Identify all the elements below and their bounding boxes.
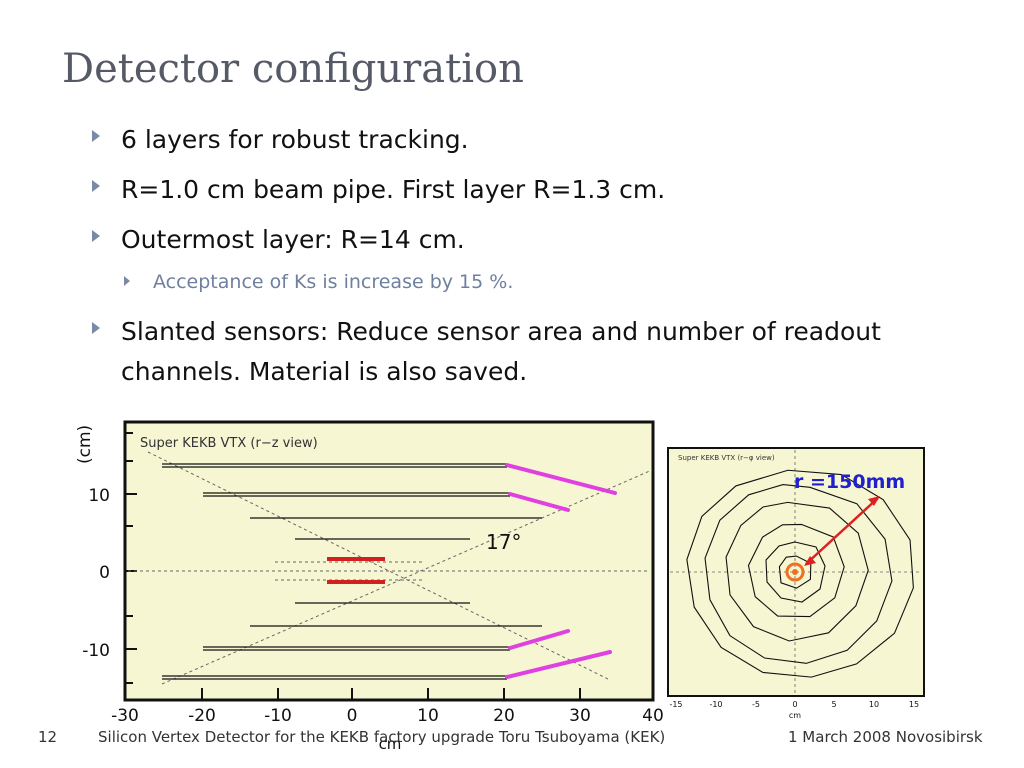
sub-bullet-text: Acceptance of Ks is increase by 15 %. (153, 271, 514, 293)
triangle-bullet-icon (92, 322, 100, 334)
x-tick-label: 0 (347, 706, 358, 726)
x-tick-label: -30 (111, 706, 139, 726)
beam-pipe-circle (785, 562, 805, 582)
rphi-panel-title: Super KEKB VTX (r−φ view) (678, 454, 775, 462)
triangle-bullet-icon (92, 180, 100, 192)
bullet-text: Outermost layer: R=14 cm. (121, 225, 465, 254)
rz-panel-title: Super KEKB VTX (r−z view) (140, 436, 318, 451)
x-tick-label: 0 (792, 700, 797, 709)
beam-pipe-center (792, 569, 798, 575)
x-tick-label: 10 (869, 700, 879, 709)
beam-pipe (327, 557, 385, 584)
x-tick-label: -15 (669, 700, 682, 709)
rphi-view-figure: Super KEKB VTX (r−φ view) r =150mm -15 -… (667, 447, 925, 720)
slide-title: Detector configuration (62, 46, 524, 92)
footer-center-text: Silicon Vertex Detector for the KEKB fac… (98, 728, 666, 746)
x-tick-label: 40 (642, 706, 664, 726)
x-axis-label: cm (789, 711, 801, 720)
rz-view-figure: Super KEKB VTX (r−z view) (75, 420, 664, 753)
rz-plot-frame (123, 420, 655, 702)
radius-arrow (805, 497, 879, 565)
y-tick-label: 10 (88, 486, 110, 506)
x-tick-label: 10 (417, 706, 439, 726)
triangle-bullet-icon (124, 276, 130, 286)
page-number: 12 (38, 728, 58, 746)
x-tick-label: -10 (709, 700, 722, 709)
bullet-text: Slanted sensors: Reduce sensor area and … (121, 317, 881, 346)
bullet-text: 6 layers for robust tracking. (121, 125, 469, 154)
arrow-head-icon (804, 556, 816, 566)
angle-label: 17° (486, 530, 521, 554)
x-tick-label: 20 (493, 706, 515, 726)
x-tick-label: 15 (909, 700, 919, 709)
y-tick-label: -10 (82, 641, 110, 661)
x-tick-label: 5 (831, 700, 836, 709)
bullet-text: R=1.0 cm beam pipe. First layer R=1.3 cm… (121, 175, 666, 204)
x-tick-label: -20 (188, 706, 216, 726)
footer-date-location: 1 March 2008 Novosibirsk (788, 728, 983, 746)
arrow-head-icon (868, 496, 880, 506)
y-axis-label: (cm) (75, 425, 95, 464)
radius-label: r =150mm (794, 471, 905, 493)
x-axis-label: cm (379, 735, 402, 753)
x-tick-label: 30 (569, 706, 591, 726)
y-tick-label: 0 (99, 563, 110, 583)
x-tick-label: -5 (752, 700, 760, 709)
triangle-bullet-icon (92, 230, 100, 242)
layer-rings (686, 469, 914, 678)
bullet-text-continued: channels. Material is also saved. (121, 357, 528, 386)
triangle-bullet-icon (92, 130, 100, 142)
x-tick-label: -10 (264, 706, 292, 726)
slanted-sensor-group (505, 463, 617, 679)
